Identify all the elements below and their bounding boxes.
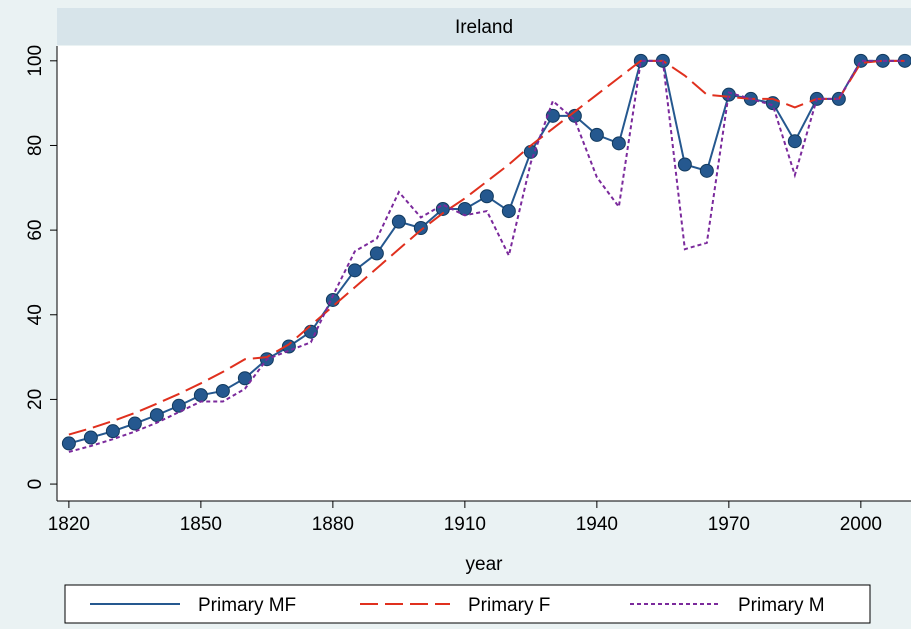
point <box>105 424 120 439</box>
point <box>347 263 362 278</box>
point <box>171 398 186 413</box>
point <box>237 371 252 386</box>
legend-label: Primary MF <box>198 595 296 616</box>
x-axis-label: year <box>466 554 504 575</box>
point <box>545 108 560 123</box>
point <box>149 408 164 423</box>
y-tick-label: 0 <box>25 479 46 490</box>
x-tick-label: 2000 <box>840 514 882 535</box>
legend <box>64 584 871 624</box>
x-tick-label: 1910 <box>444 514 486 535</box>
x-tick-label: 1820 <box>48 514 90 535</box>
x-tick-label: 1880 <box>312 514 354 535</box>
point <box>61 436 76 451</box>
series-line <box>68 59 905 436</box>
x-tick-label: 1850 <box>180 514 222 535</box>
point <box>413 221 428 235</box>
point <box>83 430 98 445</box>
x-tick-label: 1940 <box>576 514 618 535</box>
point <box>853 53 868 68</box>
y-tick-label: 20 <box>25 389 46 410</box>
point <box>699 163 714 178</box>
point <box>127 416 142 431</box>
y-tick-label: 60 <box>25 220 46 241</box>
y-tick-label: 40 <box>25 304 46 325</box>
legend-label: Primary F <box>468 595 550 616</box>
point <box>677 157 692 172</box>
point <box>215 383 230 398</box>
point <box>369 246 384 261</box>
title-band <box>57 8 911 45</box>
y-tick-label: 80 <box>25 135 46 156</box>
point <box>193 388 208 403</box>
legend-label: Primary M <box>738 595 825 616</box>
point <box>501 204 516 219</box>
chart-title: Ireland <box>455 17 513 38</box>
point <box>391 214 406 229</box>
point <box>479 189 494 204</box>
y-tick-label: 100 <box>25 45 46 77</box>
x-tick-label: 1970 <box>708 514 750 535</box>
point <box>589 127 604 142</box>
point <box>787 134 802 149</box>
point <box>611 136 626 151</box>
series-line <box>68 59 905 453</box>
point <box>303 324 318 339</box>
plot-area <box>57 46 911 501</box>
